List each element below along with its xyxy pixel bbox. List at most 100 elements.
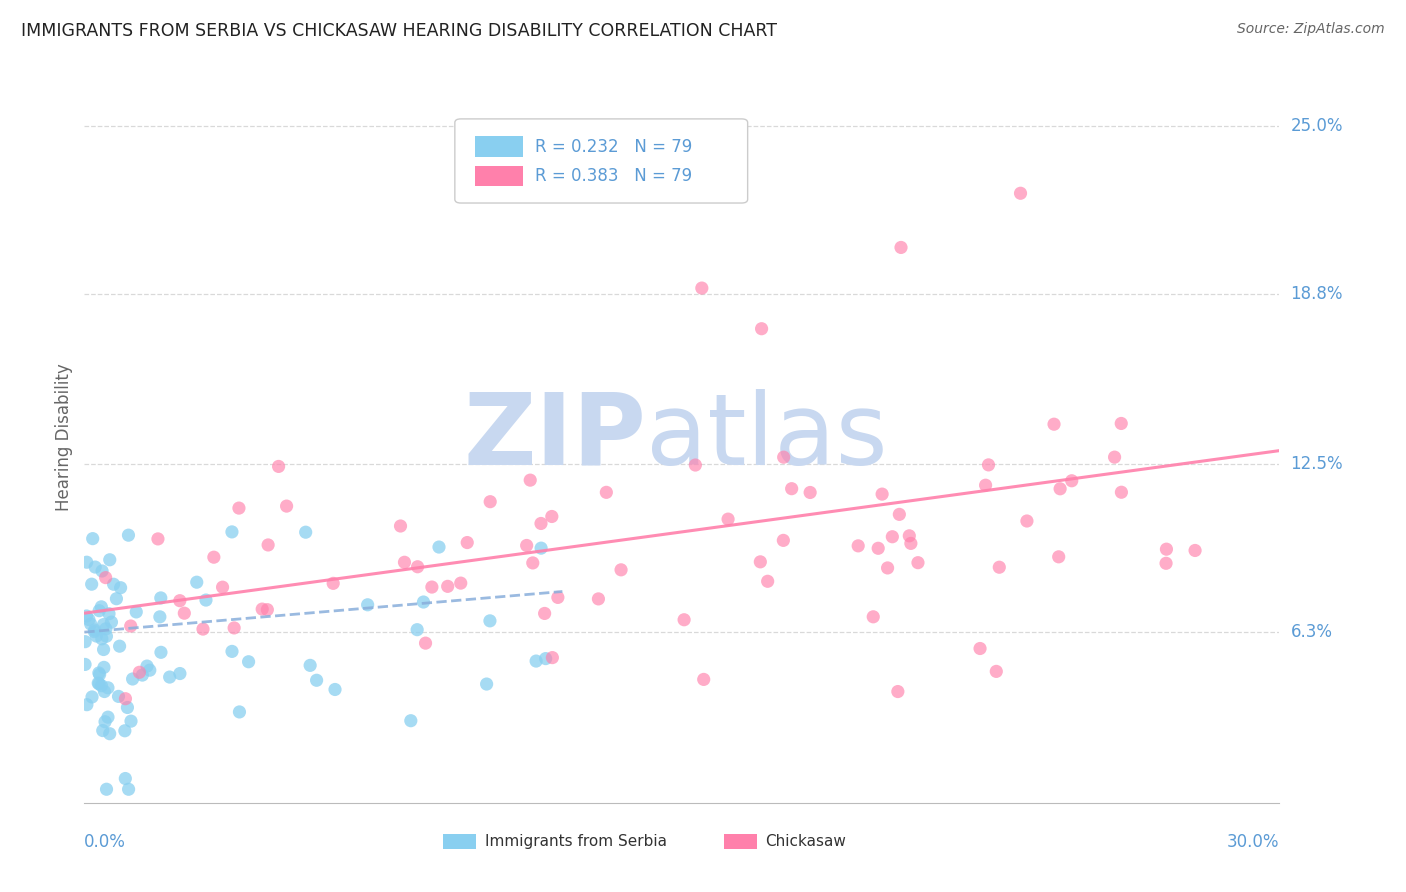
Bar (724, 834, 758, 849)
Point (876, 561, 898, 575)
Point (772, 533, 794, 548)
Point (98, 727, 121, 741)
Point (900, 536, 922, 550)
Text: R = 0.383   N = 79: R = 0.383 N = 79 (534, 167, 692, 185)
Point (98, 607, 121, 621)
Point (969, 641, 991, 656)
Text: 30.0%: 30.0% (1227, 833, 1279, 851)
Point (257, 538, 280, 552)
Point (420, 580, 443, 594)
Point (294, 525, 316, 540)
Point (114, 723, 136, 738)
Point (1156, 542, 1178, 557)
Point (221, 644, 243, 658)
Text: Immigrants from Serbia: Immigrants from Serbia (485, 834, 666, 849)
Point (595, 485, 617, 500)
Point (117, 700, 139, 714)
Point (977, 458, 1000, 472)
Point (475, 677, 498, 691)
Point (202, 550, 225, 565)
Point (77, 613, 100, 627)
Point (1049, 482, 1071, 496)
Point (276, 499, 298, 513)
Point (799, 485, 821, 500)
Point (94, 714, 117, 729)
Point (717, 512, 740, 526)
Point (87, 676, 110, 690)
Point (530, 516, 553, 531)
Point (211, 580, 233, 594)
Point (93, 642, 115, 657)
Text: 25.0%: 25.0% (1291, 117, 1343, 135)
Point (846, 539, 869, 553)
Point (322, 576, 344, 591)
Point (110, 581, 132, 595)
Point (751, 322, 773, 336)
Point (356, 598, 378, 612)
FancyBboxPatch shape (456, 119, 748, 203)
Point (690, 281, 713, 295)
Point (256, 602, 278, 616)
Point (195, 593, 218, 607)
Point (519, 473, 541, 487)
Point (128, 665, 150, 680)
Point (1010, 186, 1032, 201)
Point (186, 575, 208, 590)
Point (588, 591, 610, 606)
Point (610, 563, 633, 577)
Point (98, 553, 121, 567)
Point (749, 555, 772, 569)
Point (456, 535, 478, 549)
Point (1154, 556, 1177, 570)
Point (87, 677, 110, 691)
Text: 6.3%: 6.3% (1291, 624, 1333, 641)
Point (685, 458, 707, 472)
Point (96, 782, 118, 797)
Point (76, 555, 98, 569)
Point (107, 690, 129, 704)
Point (238, 655, 260, 669)
Point (131, 668, 153, 682)
Point (1184, 543, 1206, 558)
Point (91, 564, 114, 578)
Point (73, 657, 96, 672)
Point (1104, 450, 1126, 464)
Point (862, 609, 884, 624)
Point (541, 650, 564, 665)
Point (868, 541, 890, 556)
Point (105, 591, 128, 606)
Point (146, 532, 169, 546)
Text: R = 0.232   N = 79: R = 0.232 N = 79 (534, 137, 692, 156)
Point (83, 624, 105, 639)
Point (394, 555, 416, 569)
Point (389, 519, 412, 533)
Text: 12.5%: 12.5% (1291, 455, 1343, 473)
Point (299, 658, 322, 673)
Point (478, 614, 501, 628)
Point (149, 610, 172, 624)
Point (406, 623, 429, 637)
Point (427, 540, 450, 554)
Point (974, 478, 997, 492)
Point (90, 679, 112, 693)
Point (479, 494, 502, 508)
Point (120, 619, 142, 633)
Point (450, 576, 472, 591)
Point (139, 663, 162, 677)
Bar (443, 834, 477, 849)
Point (169, 593, 191, 607)
Point (100, 615, 122, 629)
Point (522, 556, 544, 570)
Text: IMMIGRANTS FROM SERBIA VS CHICKASAW HEARING DISABILITY CORRELATION CHART: IMMIGRANTS FROM SERBIA VS CHICKASAW HEAR… (21, 22, 778, 40)
Point (125, 605, 148, 619)
Point (399, 714, 422, 728)
Point (887, 684, 910, 698)
Point (221, 524, 243, 539)
Point (80, 577, 103, 591)
Point (986, 665, 1008, 679)
Point (120, 714, 142, 728)
Point (540, 509, 562, 524)
Text: Source: ZipAtlas.com: Source: ZipAtlas.com (1237, 22, 1385, 37)
Point (114, 772, 136, 786)
Text: Chickasaw: Chickasaw (766, 834, 846, 849)
